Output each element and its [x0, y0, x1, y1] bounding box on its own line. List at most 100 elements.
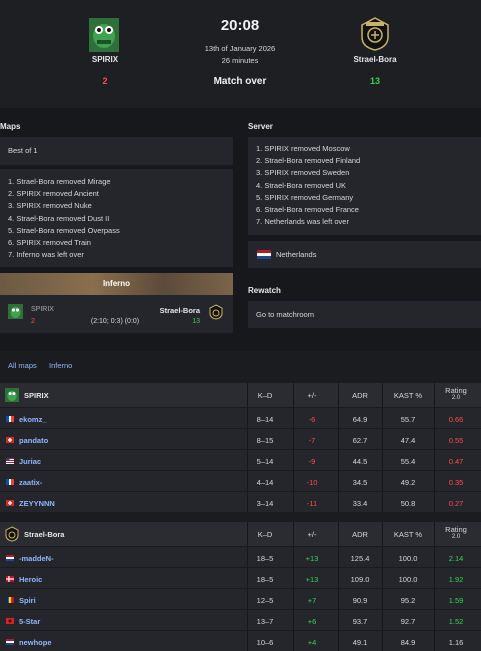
player-plus-minus: +7	[307, 596, 317, 605]
team1-name[interactable]: SPIRIX	[91, 55, 119, 64]
map-banner[interactable]: Inferno	[0, 273, 233, 295]
player-adr: 44.5	[352, 457, 368, 466]
netherlands-flag-icon	[6, 555, 14, 561]
netherlands-flag-icon	[6, 639, 14, 645]
matchroom-link[interactable]: Go to matchroom	[248, 301, 481, 328]
player-kast: 92.7	[400, 617, 416, 626]
player-kast: 47.4	[400, 436, 416, 445]
header-kd: K–D	[257, 391, 273, 400]
player-name[interactable]: Spiri	[19, 596, 36, 605]
france-flag-icon	[6, 416, 14, 422]
map-result-panel[interactable]: SPIRIX 2 (2:10; 0:3) (0:0) Strael-Bora 1…	[0, 295, 233, 333]
player-rating: 2.14	[448, 554, 464, 563]
veto-line: 5. Strael-Bora removed Overpass	[8, 225, 120, 235]
player-adr: 62.7	[352, 436, 368, 445]
veto-line: 1. SPIRIX removed Moscow	[256, 144, 350, 153]
team2-score: 13	[369, 76, 380, 86]
table-header: Strael-Bora K–D +/- ADR KAST % Rating 2.…	[0, 522, 481, 546]
header-rating: Rating	[445, 525, 467, 534]
player-kast: 55.4	[400, 457, 416, 466]
team2-stats-table: Strael-Bora K–D +/- ADR KAST % Rating 2.…	[0, 522, 481, 651]
table-row: ekomz_ 8–14 -6 64.9 55.7 0.66	[0, 407, 481, 428]
rewatch-section-title: Rewatch	[248, 286, 281, 295]
veto-line: 2. SPIRIX removed Ancient	[8, 189, 99, 199]
player-kd: 3–14	[256, 499, 274, 508]
player-rating: 0.27	[448, 499, 464, 508]
player-rating: 0.35	[448, 478, 464, 487]
maps-section-title: Maps	[0, 122, 21, 131]
header-adr: ADR	[352, 391, 368, 400]
maps-format-panel: Best of 1	[0, 137, 233, 165]
player-kd: 13–7	[256, 617, 274, 626]
player-kast: 95.2	[400, 596, 416, 605]
player-name[interactable]: -maddeN-	[19, 554, 54, 563]
switzerland-flag-icon	[6, 500, 14, 506]
player-name[interactable]: 5-Star	[19, 617, 41, 626]
player-plus-minus: +13	[305, 554, 319, 563]
table-header: SPIRIX K–D +/- ADR KAST % Rating 2.0	[0, 383, 481, 407]
header-plus-minus: +/-	[307, 391, 317, 400]
maps-veto-list: 1. Strael-Bora removed Mirage 2. SPIRIX …	[8, 176, 120, 261]
player-adr: 109.0	[350, 575, 370, 584]
player-plus-minus: -11	[306, 499, 318, 508]
player-kd: 8–14	[256, 415, 274, 424]
player-adr: 64.9	[352, 415, 368, 424]
table-row: -maddeN- 18–5 +13 125.4 100.0 2.14	[0, 546, 481, 567]
player-kd: 4–14	[256, 478, 274, 487]
tab-all-maps[interactable]: All maps	[8, 361, 37, 370]
header-kast: KAST %	[393, 391, 423, 400]
player-plus-minus: -10	[306, 478, 318, 487]
player-plus-minus: -9	[308, 457, 316, 466]
player-name[interactable]: ekomz_	[19, 415, 47, 424]
match-header: SPIRIX 2 20:08 13th of January 2026 26 m…	[0, 0, 481, 108]
veto-line: 2. Strael-Bora removed Finland	[256, 156, 361, 166]
server-section-title: Server	[248, 122, 273, 131]
player-kast: 100.0	[398, 575, 418, 584]
player-kd: 18–5	[256, 554, 274, 563]
player-rating: 1.52	[448, 617, 464, 626]
team2-table-name: Strael-Bora	[24, 530, 65, 539]
table-row: Spiri 12–5 +7 90.9 95.2 1.59	[0, 588, 481, 609]
matchroom-link-label: Go to matchroom	[256, 310, 314, 319]
team1-logo[interactable]	[89, 18, 119, 54]
denmark-flag-icon	[6, 576, 14, 582]
player-kd: 12–5	[256, 596, 274, 605]
map-team2-logo	[209, 304, 223, 322]
player-name[interactable]: pandato	[19, 436, 49, 445]
player-plus-minus: +4	[307, 638, 317, 647]
match-time: 20:08	[220, 17, 260, 34]
map-team1-name: SPIRIX	[31, 306, 54, 313]
player-rating: 0.47	[448, 457, 464, 466]
player-name[interactable]: ZEYYNNN	[19, 499, 55, 508]
france-flag-icon	[6, 479, 14, 485]
player-adr: 34.5	[352, 478, 368, 487]
tab-inferno[interactable]: Inferno	[49, 361, 73, 370]
team2-small-logo	[5, 526, 19, 542]
maps-veto-panel: 1. Strael-Bora removed Mirage 2. SPIRIX …	[0, 169, 233, 267]
team1-small-logo	[5, 388, 19, 402]
player-name[interactable]: Juriac	[19, 457, 42, 466]
player-name[interactable]: Heroic	[19, 575, 43, 584]
player-name[interactable]: zaatix-	[19, 478, 43, 487]
romania-flag-icon	[6, 597, 14, 603]
veto-line: 7. Netherlands was left over	[256, 217, 349, 227]
player-name[interactable]: newhope	[19, 638, 52, 647]
table-row: Heroic 18–5 +13 109.0 100.0 1.92	[0, 567, 481, 588]
match-date: 13th of January 2026	[204, 44, 276, 53]
table-row: pandato 8–15 -7 62.7 47.4 0.55	[0, 428, 481, 449]
player-kast: 84.9	[400, 638, 416, 647]
map-halves: (2:10; 0:3) (0:0)	[90, 318, 140, 325]
usa-flag-icon	[6, 458, 14, 464]
switzerland-flag-icon	[6, 437, 14, 443]
table-row: newhope 10–6 +4 49.1 84.9 1.16	[0, 630, 481, 651]
player-rating: 1.92	[448, 575, 464, 584]
map-banner-label: Inferno	[102, 279, 131, 288]
header-rating-sub: 2.0	[451, 395, 461, 401]
veto-line: 4. Strael-Bora removed UK	[256, 180, 347, 190]
team2-name[interactable]: Strael-Bora	[353, 55, 397, 64]
map-team1-logo	[8, 304, 23, 321]
header-kd: K–D	[257, 530, 273, 539]
player-rating: 1.16	[448, 638, 464, 647]
player-kd: 8–15	[256, 436, 274, 445]
team2-logo[interactable]	[360, 17, 390, 53]
